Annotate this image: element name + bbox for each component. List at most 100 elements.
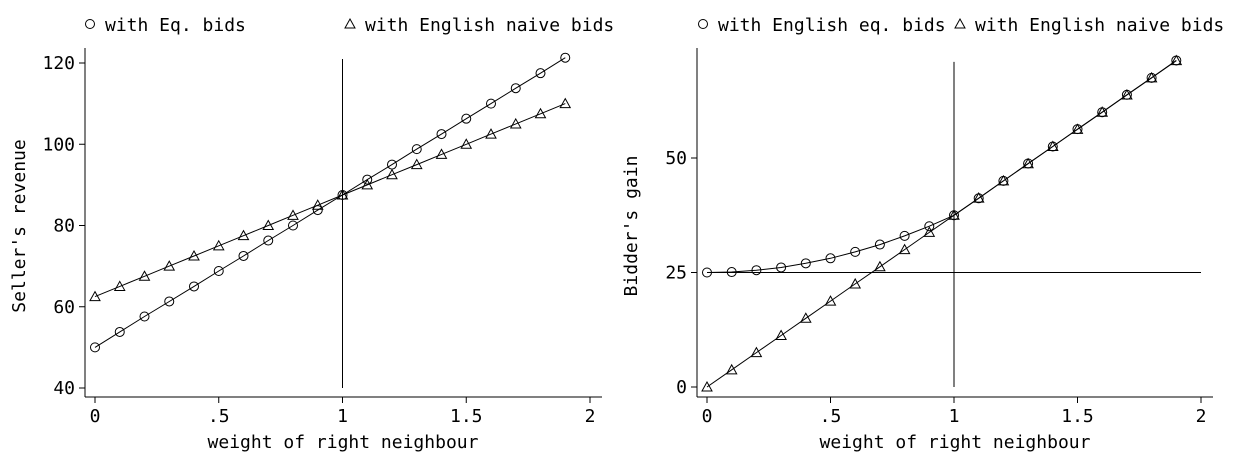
data-point-triangle xyxy=(509,117,522,129)
data-point-circle xyxy=(874,239,885,250)
legend: with Eq. bids with English naive bids xyxy=(85,15,614,36)
x-axis-label: weight of right neighbour xyxy=(820,432,1091,453)
data-point-circle xyxy=(411,144,422,155)
legend-label-series-1: with English eq. bids xyxy=(718,15,946,36)
data-point-triangle xyxy=(113,280,126,291)
data-point-circle xyxy=(850,246,861,257)
legend-entry: with English naive bids xyxy=(344,15,614,36)
data-point-circle xyxy=(776,262,787,273)
data-point-triangle xyxy=(948,209,960,220)
data-point-circle xyxy=(90,342,100,353)
legend-triangle-marker xyxy=(344,17,356,29)
y-tick-label: 60 xyxy=(53,297,75,318)
data-point-triangle xyxy=(898,243,911,255)
legend-entry: with English naive bids xyxy=(954,15,1224,36)
legend: with English eq. bids with English naive… xyxy=(698,15,1224,36)
x-tick-label: .5 xyxy=(820,406,842,427)
x-tick-label: 1.5 xyxy=(1061,406,1094,427)
x-tick-label: 0 xyxy=(702,406,713,427)
x-tick-label: 1.5 xyxy=(450,406,483,427)
data-point-triangle xyxy=(386,168,398,180)
data-point-circle xyxy=(213,266,224,276)
data-point-circle xyxy=(189,281,199,292)
reference-lines xyxy=(707,61,1201,387)
series-1 xyxy=(90,52,571,353)
data-point-triangle xyxy=(311,199,324,210)
legend-entry: with Eq. bids xyxy=(85,15,246,36)
legend-triangle-marker xyxy=(954,17,966,29)
series-2 xyxy=(89,97,572,302)
data-point-triangle xyxy=(163,260,176,271)
data-point-triangle xyxy=(725,363,738,375)
x-tick-label: 2 xyxy=(585,406,596,427)
y-tick-label: 100 xyxy=(42,134,75,155)
y-tick-label: 80 xyxy=(53,216,75,237)
data-point-triangle xyxy=(485,128,497,139)
legend-circle-marker xyxy=(698,19,708,29)
data-point-triangle xyxy=(287,209,299,220)
data-point-triangle xyxy=(1096,106,1109,117)
data-point-triangle xyxy=(750,346,763,358)
data-point-triangle xyxy=(89,290,101,302)
data-point-triangle xyxy=(336,189,349,200)
data-point-circle xyxy=(362,174,373,185)
data-point-triangle xyxy=(849,277,862,289)
y-tick-label: 25 xyxy=(665,263,687,284)
data-point-triangle xyxy=(1046,140,1059,152)
y-tick-label: 120 xyxy=(42,53,75,74)
data-point-triangle xyxy=(262,219,275,230)
series-line xyxy=(706,59,1177,273)
data-point-circle xyxy=(263,235,274,246)
axes: 40 60 80 100 120 0 .5 1 1.5 2 xyxy=(42,48,602,427)
data-point-circle xyxy=(238,250,249,261)
data-point-circle xyxy=(899,230,910,241)
data-point-triangle xyxy=(435,148,448,159)
y-tick-label: 50 xyxy=(665,148,687,169)
data-point-triangle xyxy=(775,329,787,340)
data-point-triangle xyxy=(997,174,1010,186)
data-point-circle xyxy=(164,296,175,307)
data-point-triangle xyxy=(534,107,547,119)
series-1 xyxy=(702,55,1182,278)
data-point-triangle xyxy=(972,192,985,203)
left-panel: with Eq. bids with English naive bids Se… xyxy=(9,15,614,453)
data-point-triangle xyxy=(237,229,250,241)
data-point-circle xyxy=(560,52,571,63)
data-point-triangle xyxy=(1071,123,1084,134)
x-tick-label: 1 xyxy=(949,406,960,427)
legend-label-series-1: with Eq. bids xyxy=(105,15,246,36)
x-tick-label: .5 xyxy=(208,406,230,427)
data-point-triangle xyxy=(410,158,423,170)
data-point-triangle xyxy=(824,295,837,306)
data-point-triangle xyxy=(799,312,812,323)
data-point-circle xyxy=(800,258,811,269)
data-point-triangle xyxy=(874,260,886,272)
x-tick-label: 1 xyxy=(337,406,348,427)
x-tick-label: 0 xyxy=(90,406,101,427)
data-point-circle xyxy=(751,265,762,276)
legend-circle-marker xyxy=(85,19,95,29)
data-point-triangle xyxy=(559,97,572,109)
legend-label-series-2: with English naive bids xyxy=(365,15,614,36)
axes: 0 25 50 0 .5 1 1.5 2 xyxy=(665,48,1213,427)
y-axis-label: Bidder's gain xyxy=(621,156,642,297)
x-tick-label: 2 xyxy=(1196,406,1207,427)
right-panel: with English eq. bids with English naive… xyxy=(621,15,1224,453)
data-point-triangle xyxy=(701,380,713,392)
data-point-circle xyxy=(461,113,472,124)
data-point-triangle xyxy=(138,270,151,281)
y-tick-label: 0 xyxy=(676,377,687,398)
data-point-triangle xyxy=(460,138,473,149)
data-point-circle xyxy=(924,221,935,232)
data-point-circle xyxy=(114,326,125,337)
y-tick-label: 40 xyxy=(53,378,75,399)
data-point-triangle xyxy=(1121,88,1133,100)
data-point-triangle xyxy=(1022,157,1034,169)
data-point-triangle xyxy=(1145,71,1158,83)
data-point-circle xyxy=(825,253,836,264)
data-point-triangle xyxy=(923,226,936,237)
y-axis-label: Seller's revenue xyxy=(9,139,30,312)
data-point-triangle xyxy=(212,239,225,251)
data-point-triangle xyxy=(1170,54,1183,66)
